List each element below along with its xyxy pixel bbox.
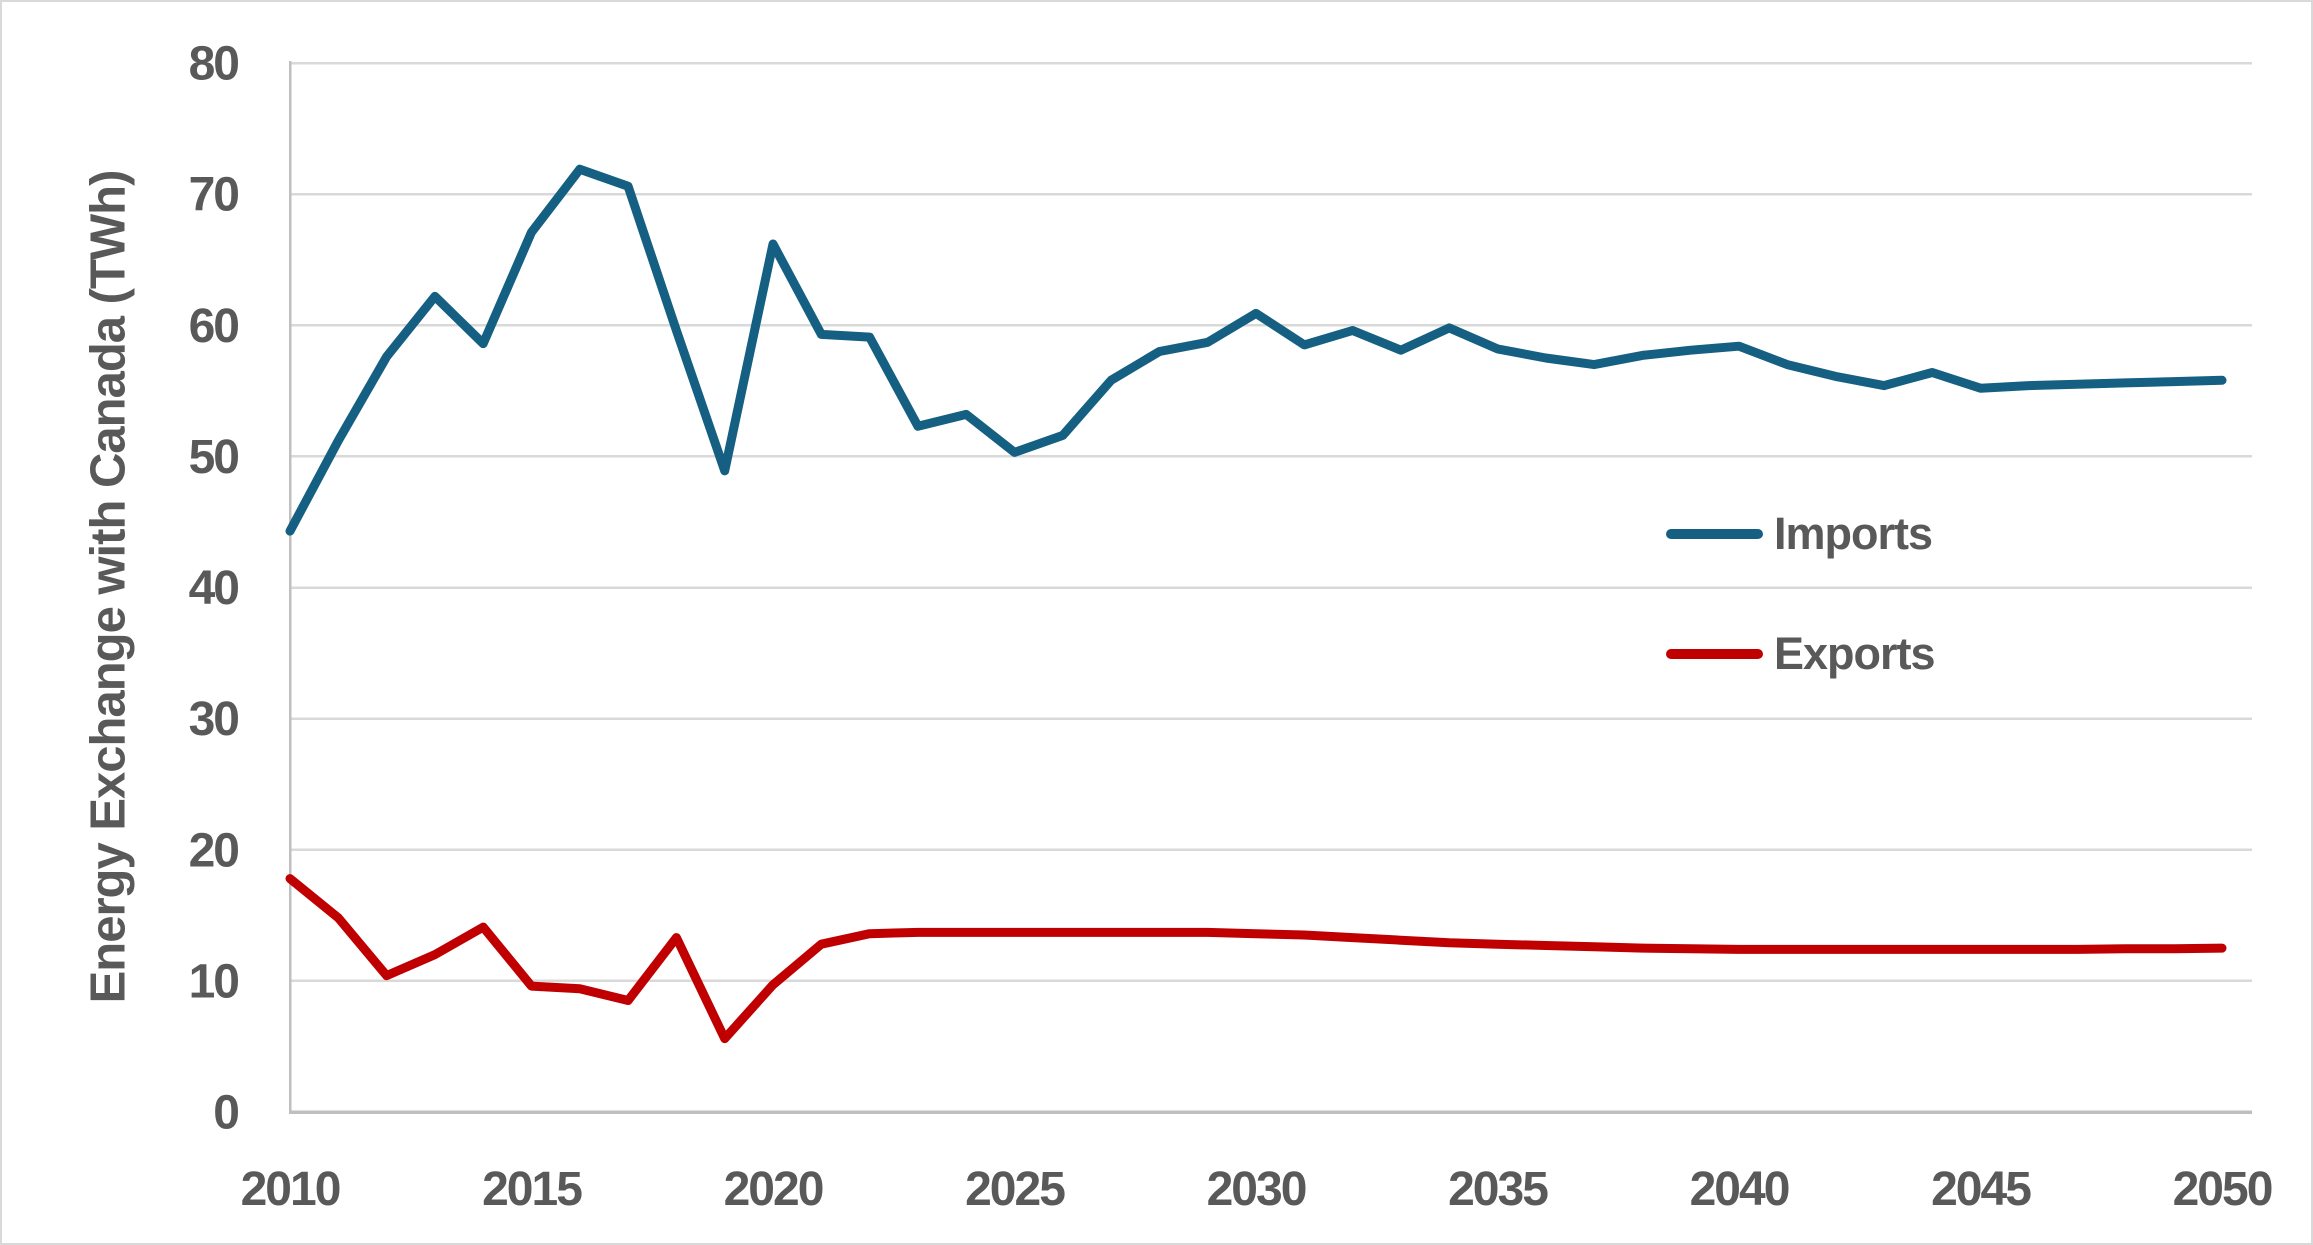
exports-line-swatch xyxy=(1666,649,1763,659)
legend-item-exports: Exports xyxy=(1666,628,1936,680)
chart-legend: Imports Exports xyxy=(1666,508,1936,680)
imports-line xyxy=(285,164,2227,536)
x-tick-label-2025: 2025 xyxy=(965,1163,1065,1216)
y-tick-label-20: 20 xyxy=(189,824,239,877)
x-tick-label-2045: 2045 xyxy=(1931,1163,2031,1216)
y-tick-label-50: 50 xyxy=(189,431,239,484)
x-tick-label-2020: 2020 xyxy=(724,1163,823,1216)
x-tick-label-2015: 2015 xyxy=(482,1163,582,1216)
y-tick-label-80: 80 xyxy=(189,38,239,91)
legend-label-exports: Exports xyxy=(1774,628,1936,679)
x-tick-label-2030: 2030 xyxy=(1207,1163,1306,1216)
x-tick-label-2050: 2050 xyxy=(2173,1163,2272,1216)
y-tick-label-70: 70 xyxy=(189,169,239,222)
x-tick-label-2040: 2040 xyxy=(1690,1163,1789,1216)
x-tick-label-2035: 2035 xyxy=(1448,1163,1548,1216)
imports-line-swatch xyxy=(1666,529,1763,539)
y-tick-label-40: 40 xyxy=(189,562,239,615)
exports-line xyxy=(285,874,2227,1044)
y-tick-label-60: 60 xyxy=(189,300,239,353)
y-tick-label-30: 30 xyxy=(189,693,239,746)
legend-label-imports: Imports xyxy=(1774,508,1933,559)
legend-item-imports: Imports xyxy=(1666,508,1935,560)
y-tick-label-10: 10 xyxy=(189,955,239,1008)
y-tick-label-0: 0 xyxy=(213,1087,238,1140)
x-tick-label-2010: 2010 xyxy=(241,1163,340,1216)
